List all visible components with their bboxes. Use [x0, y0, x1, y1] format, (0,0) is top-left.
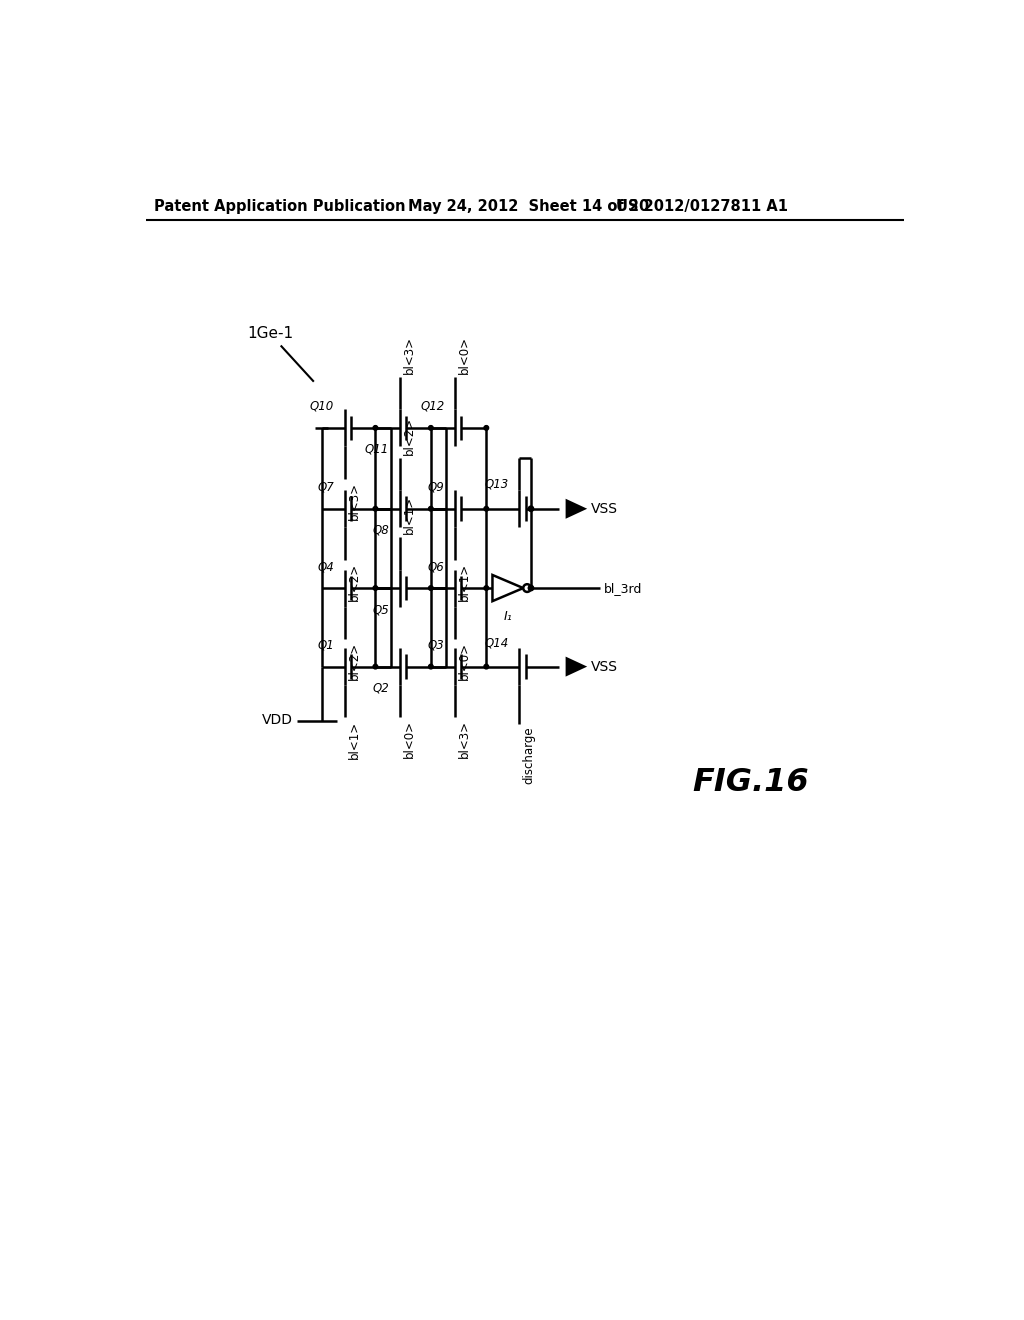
Text: bl<2>: bl<2> [348, 642, 361, 680]
Text: FIG.16: FIG.16 [692, 767, 809, 797]
Text: bl<3>: bl<3> [402, 337, 416, 374]
Text: Q9: Q9 [428, 480, 444, 494]
Text: US 2012/0127811 A1: US 2012/0127811 A1 [615, 199, 787, 214]
Text: Q12: Q12 [420, 400, 444, 413]
Text: Q14: Q14 [484, 638, 509, 649]
Text: bl<0>: bl<0> [458, 337, 471, 374]
Circle shape [528, 506, 534, 511]
Circle shape [373, 664, 378, 669]
Text: 1Ge-1: 1Ge-1 [248, 326, 294, 342]
Circle shape [484, 586, 488, 590]
Text: VSS: VSS [591, 660, 618, 673]
Circle shape [429, 425, 433, 430]
Circle shape [484, 425, 488, 430]
Text: bl<1>: bl<1> [402, 496, 416, 535]
Text: Q1: Q1 [317, 639, 334, 652]
Text: Q2: Q2 [372, 681, 389, 694]
Text: Q10: Q10 [310, 400, 334, 413]
Circle shape [373, 586, 378, 590]
Text: Q5: Q5 [372, 603, 389, 616]
Circle shape [484, 664, 488, 669]
Text: Q4: Q4 [317, 560, 334, 573]
Text: bl<1>: bl<1> [458, 562, 471, 601]
Circle shape [373, 507, 378, 511]
Polygon shape [565, 499, 587, 519]
Text: Patent Application Publication: Patent Application Publication [154, 199, 406, 214]
Circle shape [484, 507, 488, 511]
Text: VSS: VSS [591, 502, 618, 516]
Text: I₁: I₁ [504, 610, 512, 623]
Text: bl<2>: bl<2> [402, 417, 416, 455]
Text: Q8: Q8 [372, 524, 389, 537]
Circle shape [429, 664, 433, 669]
Circle shape [429, 586, 433, 590]
Circle shape [528, 585, 534, 591]
Text: bl<0>: bl<0> [458, 642, 471, 680]
Text: May 24, 2012  Sheet 14 of 20: May 24, 2012 Sheet 14 of 20 [408, 199, 649, 214]
Text: Q6: Q6 [428, 560, 444, 573]
Text: Q13: Q13 [484, 478, 509, 491]
Circle shape [373, 425, 378, 430]
Polygon shape [565, 656, 587, 677]
Text: Q7: Q7 [317, 480, 334, 494]
Text: Q11: Q11 [365, 444, 389, 455]
Text: bl<2>: bl<2> [348, 562, 361, 601]
Text: discharge: discharge [522, 726, 536, 784]
Text: bl<3>: bl<3> [458, 721, 471, 759]
Text: bl<3>: bl<3> [348, 482, 361, 520]
Text: VDD: VDD [262, 714, 293, 727]
Circle shape [429, 507, 433, 511]
Text: bl_3rd: bl_3rd [604, 582, 642, 594]
Text: bl<0>: bl<0> [402, 721, 416, 759]
Text: bl<1>: bl<1> [348, 721, 361, 759]
Text: Q3: Q3 [428, 639, 444, 652]
